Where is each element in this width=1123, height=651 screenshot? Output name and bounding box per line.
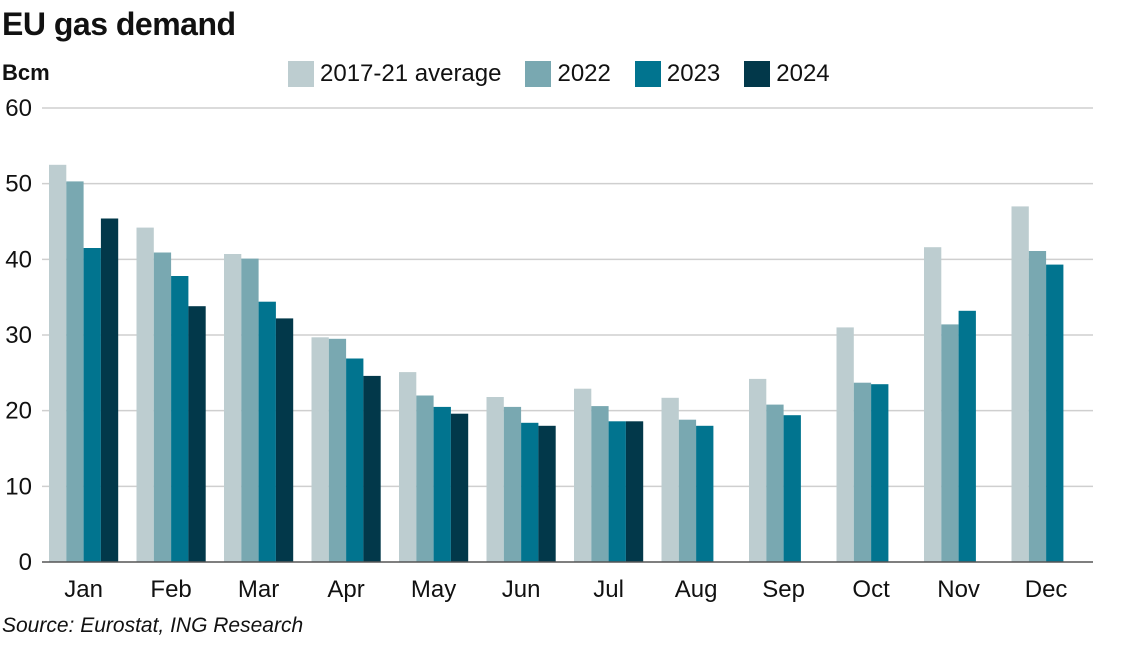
bar-dec-2023 [1046, 264, 1064, 562]
bar-jul-2024 [625, 421, 644, 562]
bar-feb-2022 [153, 252, 172, 562]
y-axis-ticks: 0 10 20 30 40 50 60 [5, 95, 32, 576]
bar-jul-2022 [591, 406, 609, 562]
bar-sep-2022 [766, 404, 784, 562]
bar-jul-2017-21-average [574, 388, 592, 562]
x-tick-label: Jun [502, 576, 541, 603]
x-tick-label: Dec [1025, 576, 1068, 603]
x-axis-ticks: Jan Feb Mar Apr May Jun Jul Aug Sep Oct Nov Dec [64, 576, 1067, 603]
bar-jun-2024 [538, 425, 556, 562]
bar-aug-2022 [678, 419, 697, 562]
bar-mar-2017-21-average [224, 254, 242, 562]
bar-oct-2017-21-average [836, 327, 854, 562]
bar-nov-2022 [941, 324, 959, 562]
bar-nov-2023 [958, 310, 976, 562]
legend-swatch-avg [288, 61, 314, 87]
y-tick-label: 60 [5, 95, 32, 122]
legend: 2017-21 average 2022 2023 2024 [288, 60, 830, 88]
bar-mar-2022 [241, 258, 259, 562]
x-tick-label: Sep [762, 576, 805, 603]
x-tick-label: Jan [64, 576, 103, 603]
legend-swatch-2023 [634, 61, 661, 87]
bar-may-2023 [433, 406, 451, 562]
legend-swatch-2022 [525, 61, 552, 87]
bar-may-2017-21-average [399, 372, 417, 562]
y-tick-label: 30 [5, 322, 32, 349]
bar-jun-2022 [503, 406, 522, 562]
x-tick-label: Feb [150, 576, 191, 603]
bar-apr-2024 [363, 375, 381, 562]
bar-apr-2017-21-average [311, 337, 329, 562]
x-tick-label: Apr [327, 576, 364, 603]
legend-label-2023: 2023 [666, 60, 721, 87]
bar-jul-2023 [608, 421, 626, 562]
bar-feb-2017-21-average [136, 227, 154, 562]
legend-item-2024: 2024 [744, 60, 830, 88]
bar-jun-2023 [521, 422, 539, 562]
bar-nov-2017-21-average [924, 247, 942, 562]
bar-jan-2017-21-average [49, 164, 67, 563]
legend-item-2023: 2023 [634, 60, 721, 88]
x-tick-label: May [411, 576, 456, 603]
bar-feb-2023 [171, 276, 189, 562]
bar-mar-2024 [275, 318, 294, 562]
y-tick-label: 10 [5, 473, 32, 500]
legend-swatch-2024 [744, 61, 771, 87]
bar-aug-2017-21-average [661, 397, 679, 562]
bar-feb-2024 [188, 306, 206, 562]
bar-dec-2022 [1028, 251, 1047, 562]
bar-jan-2024 [100, 218, 119, 562]
bar-sep-2017-21-average [749, 378, 767, 562]
x-tick-label: Aug [675, 576, 718, 603]
bar-may-2024 [450, 413, 469, 562]
bar-apr-2023 [346, 358, 364, 562]
bar-oct-2022 [853, 382, 872, 562]
x-tick-label: Oct [852, 576, 890, 603]
legend-item-2022: 2022 [525, 60, 611, 88]
bar-may-2022 [416, 395, 434, 562]
bar-aug-2023 [696, 425, 714, 562]
bar-jan-2023 [83, 248, 101, 562]
y-tick-label: 40 [5, 246, 32, 273]
legend-label-2024: 2024 [776, 60, 830, 87]
bar-jan-2022 [66, 181, 84, 562]
y-tick-label: 20 [5, 398, 32, 425]
bar-dec-2017-21-average [1011, 206, 1029, 562]
bar-mar-2023 [258, 301, 276, 562]
x-tick-label: Jul [593, 576, 624, 603]
x-tick-label: Nov [937, 576, 980, 603]
y-tick-label: 50 [5, 171, 32, 198]
bars [49, 164, 1064, 563]
y-tick-label: 0 [19, 549, 32, 576]
bar-sep-2023 [783, 415, 801, 562]
legend-label-avg: 2017-21 average [320, 60, 502, 87]
gridlines [42, 107, 1093, 488]
x-tick-label: Mar [238, 576, 279, 603]
legend-item-avg: 2017-21 average [288, 60, 501, 88]
bar-oct-2023 [871, 384, 889, 562]
bar-jun-2017-21-average [486, 397, 504, 562]
bar-apr-2022 [328, 338, 347, 562]
chart-title: EU gas demand [2, 6, 236, 42]
source-note: Source: Eurostat, ING Research [2, 614, 304, 637]
y-axis-unit: Bcm [2, 60, 50, 85]
legend-label-2022: 2022 [557, 60, 611, 87]
